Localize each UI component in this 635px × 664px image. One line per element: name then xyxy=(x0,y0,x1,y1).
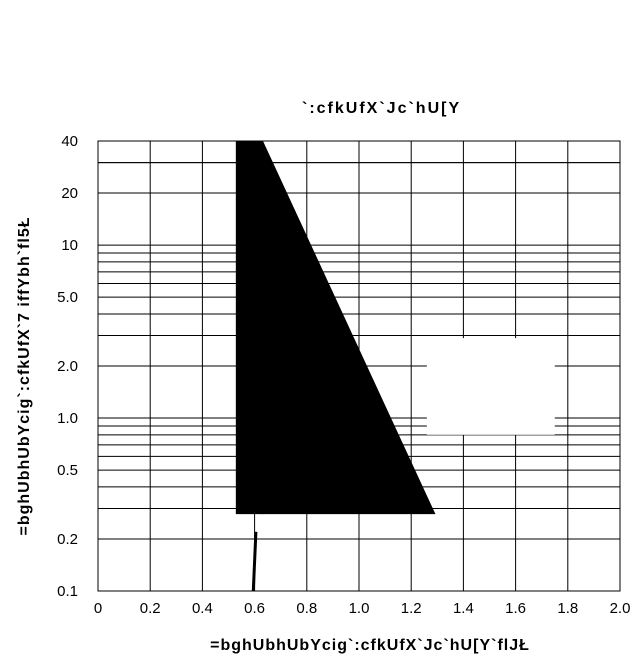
x-tick-label: 2.0 xyxy=(610,600,631,617)
series-label: `:cfkUfX`Jc`hU[Y xyxy=(302,100,461,117)
y-tick-label: 10 xyxy=(61,237,78,254)
y-tick-label: 40 xyxy=(61,133,78,150)
x-tick-labels: 0 0.2 0.4 0.6 0.8 1.0 1.2 1.4 1.6 1.8 2.0 xyxy=(94,600,631,617)
y-tick-label: 0.2 xyxy=(57,531,78,548)
x-axis-title: =bghUbhUbYcig`:cfkUfX`Jc`hU[Y`flJŁ xyxy=(210,637,530,654)
y-tick-label: 0.5 xyxy=(57,462,78,479)
y-axis-title: =bghUbhUbYcig`:cfkUfX`7 iffYbh`fl5Ł xyxy=(16,217,33,536)
x-tick-label: 0.2 xyxy=(140,600,161,617)
x-tick-label: 0.6 xyxy=(244,600,265,617)
plot-frame xyxy=(97,140,621,592)
x-tick-label: 1.4 xyxy=(453,600,474,617)
series-band xyxy=(235,140,263,515)
blank-region xyxy=(426,338,555,435)
data-marks xyxy=(235,140,436,592)
series-tail xyxy=(251,531,258,592)
y-tick-label: 1.0 xyxy=(57,410,78,427)
x-tick-label: 1.2 xyxy=(401,600,422,617)
y-tick-label: 20 xyxy=(61,185,78,202)
y-tick-label: 0.1 xyxy=(57,583,78,600)
y-tick-label: 2.0 xyxy=(57,358,78,375)
x-tick-label: 0 xyxy=(94,600,102,617)
y-tick-labels: 40 20 10 5.0 2.0 1.0 0.5 0.2 0.1 xyxy=(57,133,78,600)
x-tick-label: 1.8 xyxy=(557,600,578,617)
x-tick-label: 0.4 xyxy=(192,600,213,617)
y-tick-label: 5.0 xyxy=(57,289,78,306)
x-tick-label: 1.6 xyxy=(505,600,526,617)
series-line xyxy=(261,140,436,515)
x-tick-label: 0.8 xyxy=(296,600,317,617)
x-tick-label: 1.0 xyxy=(349,600,370,617)
